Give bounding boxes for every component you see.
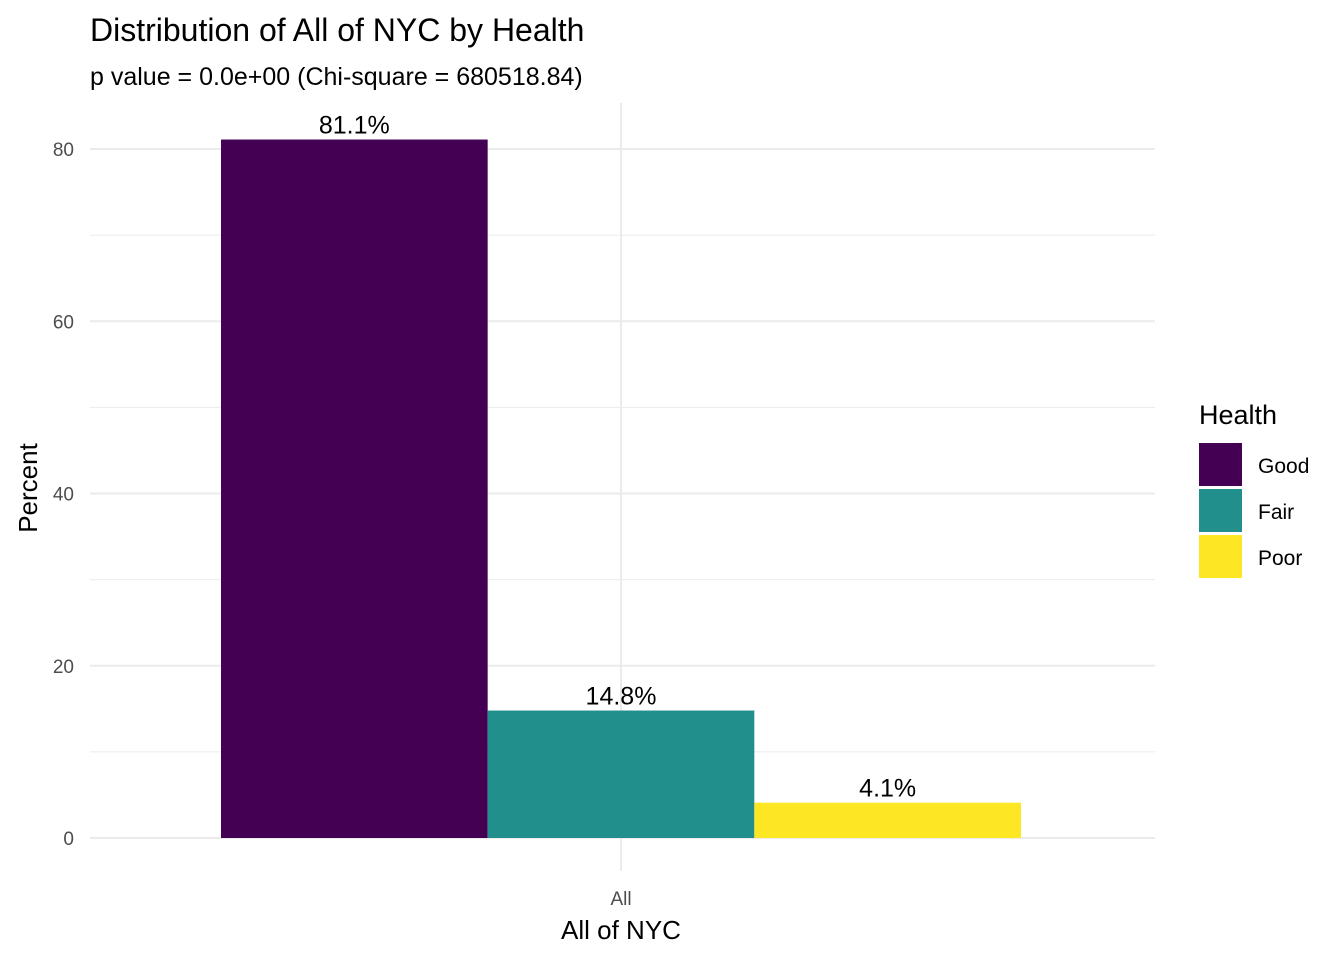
bars <box>221 139 1021 838</box>
bar-fair <box>487 710 755 838</box>
y-axis-ticks: 0 20 40 60 80 <box>53 140 74 850</box>
x-tick-label: All <box>610 889 631 910</box>
legend-label-fair: Fair <box>1258 501 1294 524</box>
x-axis-title: All of NYC <box>561 915 681 945</box>
chart-subtitle: p value = 0.0e+00 (Chi-square = 680518.8… <box>90 63 583 91</box>
bar-good <box>221 139 488 838</box>
legend-title: Health <box>1199 400 1277 430</box>
legend: Health Good Fair Poor <box>1199 400 1309 578</box>
bar-poor <box>754 802 1021 838</box>
legend-label-poor: Poor <box>1258 547 1302 570</box>
data-labels: 81.1% 14.8% 4.1% <box>319 112 916 803</box>
legend-label-good: Good <box>1258 455 1309 478</box>
y-tick-label: 0 <box>63 829 74 850</box>
x-axis-ticks: All <box>610 889 631 910</box>
legend-key-poor <box>1199 535 1242 578</box>
y-axis-title: Percent <box>13 442 43 532</box>
y-tick-label: 60 <box>53 312 74 333</box>
legend-key-good <box>1199 443 1242 486</box>
y-tick-label: 20 <box>53 657 74 678</box>
data-label-poor: 4.1% <box>859 775 916 803</box>
y-tick-label: 40 <box>53 485 74 506</box>
y-tick-label: 80 <box>53 140 74 161</box>
data-label-good: 81.1% <box>319 112 390 140</box>
legend-key-fair <box>1199 489 1242 532</box>
chart-title: Distribution of All of NYC by Health <box>90 12 584 48</box>
data-label-fair: 14.8% <box>586 683 657 711</box>
